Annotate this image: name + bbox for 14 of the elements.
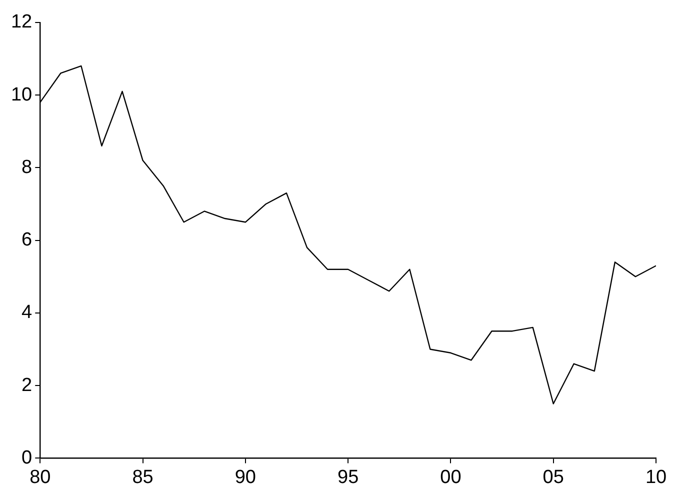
x-tick-label: 80 bbox=[30, 466, 51, 488]
x-tick-label: 10 bbox=[645, 466, 667, 488]
y-tick-label: 0 bbox=[22, 447, 32, 468]
y-tick-label: 8 bbox=[22, 156, 32, 178]
y-tick-label: 2 bbox=[22, 374, 32, 396]
x-tick-label: 00 bbox=[440, 466, 462, 488]
x-tick-label: 05 bbox=[542, 466, 564, 488]
x-tick-label: 85 bbox=[132, 466, 154, 488]
y-tick-label: 10 bbox=[10, 84, 32, 106]
y-tick-label: 4 bbox=[22, 302, 33, 324]
y-tick-label: 12 bbox=[10, 12, 32, 33]
y-tick-label: 6 bbox=[22, 230, 32, 251]
x-tick-label: 90 bbox=[234, 466, 256, 488]
x-tick-label: 95 bbox=[337, 466, 359, 488]
